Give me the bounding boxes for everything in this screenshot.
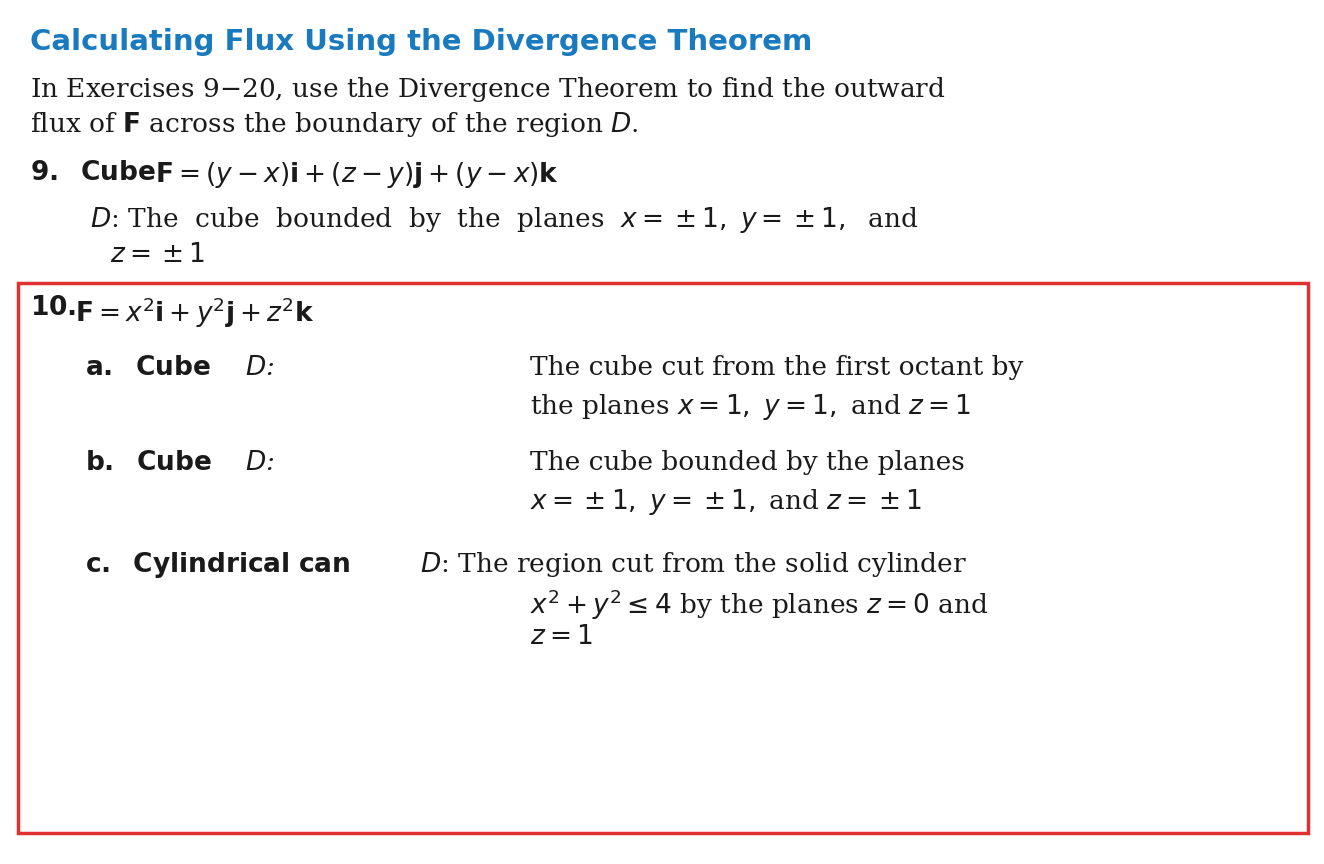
Text: $\mathbf{F} = x^2\mathbf{i} + y^2\mathbf{j} + z^2\mathbf{k}$: $\mathbf{F} = x^2\mathbf{i} + y^2\mathbf… <box>75 295 315 329</box>
Text: $\mathbf{9.\ \ Cube}$: $\mathbf{9.\ \ Cube}$ <box>30 160 156 185</box>
Text: $z = 1$: $z = 1$ <box>530 624 593 649</box>
FancyBboxPatch shape <box>19 283 1308 833</box>
Text: the planes $x = 1,\ y = 1,$ and $z = 1$: the planes $x = 1,\ y = 1,$ and $z = 1$ <box>530 392 972 422</box>
Text: The cube cut from the first octant by: The cube cut from the first octant by <box>530 355 1023 380</box>
Text: In Exercises 9$-$20, use the Divergence Theorem to find the outward: In Exercises 9$-$20, use the Divergence … <box>30 75 945 104</box>
Text: $x^2 + y^2 \leq 4$ by the planes $z = 0$ and: $x^2 + y^2 \leq 4$ by the planes $z = 0$… <box>530 587 989 621</box>
Text: $\mathbf{F} = (y - x)\mathbf{i} + (z - y)\mathbf{j} + (y - x)\mathbf{k}$: $\mathbf{F} = (y - x)\mathbf{i} + (z - y… <box>155 160 559 190</box>
Text: $x = \pm 1,\ y = \pm 1,$ and $z = \pm 1$: $x = \pm 1,\ y = \pm 1,$ and $z = \pm 1$ <box>530 487 922 517</box>
Text: $\mathbf{b.\ \ Cube}$: $\mathbf{b.\ \ Cube}$ <box>85 450 212 475</box>
Text: $z = \pm 1$: $z = \pm 1$ <box>110 242 205 267</box>
Text: $\mathbf{a.\ \ Cube}$: $\mathbf{a.\ \ Cube}$ <box>85 355 211 380</box>
Text: The cube bounded by the planes: The cube bounded by the planes <box>530 450 965 475</box>
Text: $D$:: $D$: <box>245 450 274 475</box>
Text: $\mathbf{c.\ \ Cylindrical\ can}$: $\mathbf{c.\ \ Cylindrical\ can}$ <box>85 550 351 580</box>
Text: $\mathbf{10.}$: $\mathbf{10.}$ <box>30 295 75 320</box>
Text: $D$: The region cut from the solid cylinder: $D$: The region cut from the solid cylin… <box>420 550 967 579</box>
Text: $D$: The  cube  bounded  by  the  planes  $x = \pm 1,\ y = \pm 1,$  and: $D$: The cube bounded by the planes $x =… <box>90 205 919 235</box>
Text: Calculating Flux Using the Divergence Theorem: Calculating Flux Using the Divergence Th… <box>30 28 812 56</box>
Text: flux of $\mathbf{F}$ across the boundary of the region $D$.: flux of $\mathbf{F}$ across the boundary… <box>30 110 638 139</box>
Text: $D$:: $D$: <box>245 355 274 380</box>
